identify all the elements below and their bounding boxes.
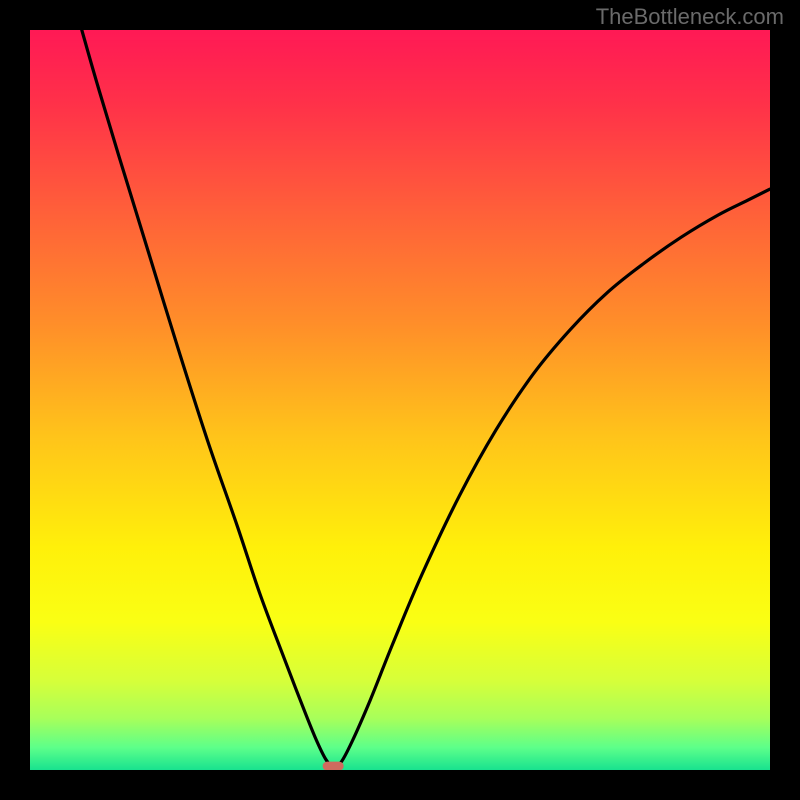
bottleneck-curve: [30, 30, 770, 770]
optimum-marker: [323, 762, 344, 770]
watermark-label: TheBottleneck.com: [596, 4, 784, 30]
figure-wrapper: TheBottleneck.com: [0, 0, 800, 800]
plot-area: [30, 30, 770, 770]
curve-path: [82, 30, 770, 767]
